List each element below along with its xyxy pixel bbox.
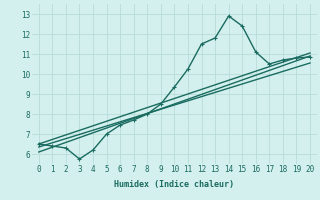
X-axis label: Humidex (Indice chaleur): Humidex (Indice chaleur) bbox=[115, 180, 234, 189]
